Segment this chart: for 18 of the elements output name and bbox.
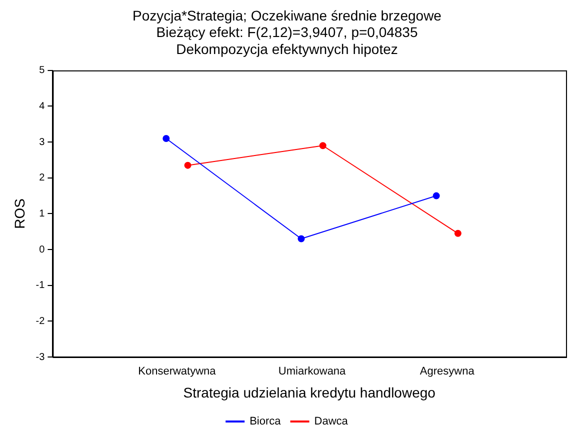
x-axis-title: Strategia udzielania kredytu handlowego xyxy=(183,384,436,400)
x-tick-label: Umiarkowana xyxy=(278,366,347,378)
y-tick-label: 3 xyxy=(39,136,46,148)
y-tick-label: 5 xyxy=(39,65,46,76)
y-tick-label: 0 xyxy=(39,244,46,256)
legend-label: Biorca xyxy=(250,416,282,428)
legend-label: Dawca xyxy=(314,416,349,428)
y-tick-label: -3 xyxy=(36,352,46,363)
y-tick-label: -1 xyxy=(36,280,46,292)
x-tick-label: Agresywna xyxy=(420,366,476,378)
y-tick-label: 4 xyxy=(39,100,46,112)
chart-subtitle: Bieżący efekt: F(2,12)=3,9407, p=0,04835 Dekompozycja efektywnych hipotez xyxy=(156,24,418,57)
y-tick-label: 2 xyxy=(39,172,46,184)
y-tick-label: 1 xyxy=(39,208,46,220)
y-axis-title: ROS xyxy=(11,198,28,229)
x-tick-label: Konserwatywna xyxy=(138,366,217,378)
y-tick-label: -2 xyxy=(36,316,46,327)
chart-title: Pozycja*Strategia; Oczekiwane średnie brzegowe xyxy=(132,7,442,24)
